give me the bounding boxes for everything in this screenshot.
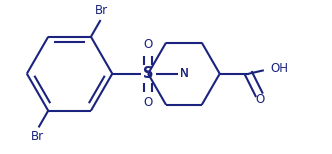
- Text: S: S: [143, 66, 153, 81]
- Text: N: N: [180, 67, 188, 80]
- Text: O: O: [143, 38, 153, 51]
- Text: Br: Br: [95, 4, 108, 17]
- Text: OH: OH: [270, 62, 288, 75]
- Text: O: O: [143, 96, 153, 109]
- Text: N: N: [180, 67, 188, 80]
- Text: Br: Br: [31, 130, 44, 143]
- Text: O: O: [255, 93, 264, 106]
